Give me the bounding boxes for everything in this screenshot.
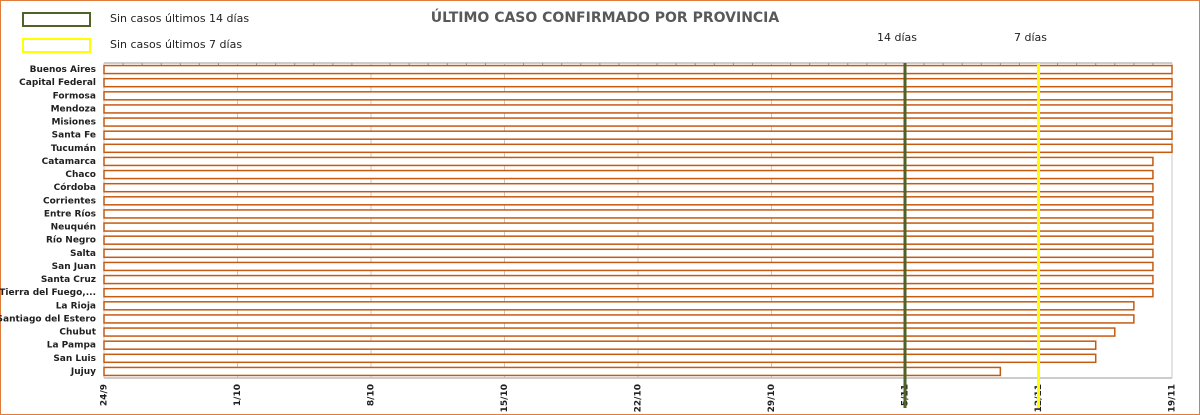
bar bbox=[103, 248, 1154, 259]
bar bbox=[103, 222, 1154, 232]
y-tick-label: Catamarca bbox=[42, 157, 96, 167]
bar bbox=[103, 353, 1097, 364]
bar bbox=[103, 235, 1154, 245]
bar bbox=[103, 104, 1173, 114]
bar bbox=[103, 117, 1173, 127]
y-tick-label: Corrientes bbox=[43, 196, 96, 206]
y-tick-label: Chaco bbox=[65, 170, 96, 180]
bar bbox=[103, 64, 1173, 75]
y-tick-label: Río Negro bbox=[46, 236, 96, 246]
bar bbox=[103, 287, 1154, 298]
y-tick-label: Neuquén bbox=[51, 222, 96, 233]
y-tick-label: San Luis bbox=[53, 354, 96, 364]
x-tick-label: 19/11 bbox=[1168, 384, 1178, 412]
y-tick-label: Santa Fe bbox=[52, 131, 96, 141]
y-tick-label: Formosa bbox=[53, 91, 96, 101]
y-tick-label: Capital Federal bbox=[19, 78, 96, 88]
bar bbox=[103, 196, 1154, 206]
legend-swatch bbox=[22, 12, 91, 27]
y-tick-label: Buenos Aires bbox=[30, 65, 96, 75]
y-tick-label: Santa Cruz bbox=[41, 275, 96, 285]
bar bbox=[103, 274, 1154, 285]
chart-title: ÚLTIMO CASO CONFIRMADO POR PROVINCIA bbox=[431, 8, 780, 26]
y-tick-label: La Rioja bbox=[56, 301, 96, 311]
legend-label: Sin casos últimos 7 días bbox=[110, 38, 242, 51]
legend-label: Sin casos últimos 14 días bbox=[110, 12, 249, 25]
x-tick-label: 29/10 bbox=[767, 384, 777, 412]
bar bbox=[103, 301, 1135, 311]
y-tick-label: Córdoba bbox=[54, 182, 96, 193]
bar bbox=[103, 182, 1154, 193]
y-tick-label: Santiago del Estero bbox=[0, 314, 96, 324]
y-tick-label: Tierra del Fuego,... bbox=[0, 288, 96, 298]
y-tick-label: Jujuy bbox=[70, 367, 96, 377]
legend-swatch bbox=[22, 38, 91, 53]
bar bbox=[103, 327, 1116, 337]
x-tick-label: 1/10 bbox=[233, 384, 243, 406]
reference-label: 7 días bbox=[1014, 31, 1047, 44]
x-tick-label: 24/9 bbox=[100, 384, 110, 406]
bar bbox=[103, 130, 1173, 140]
bar bbox=[103, 91, 1173, 101]
y-tick-label: La Pampa bbox=[47, 341, 96, 351]
y-tick-label: Chubut bbox=[59, 328, 96, 338]
bar bbox=[103, 77, 1173, 88]
y-tick-label: Entre Ríos bbox=[44, 209, 96, 219]
y-tick-label: Mendoza bbox=[51, 104, 96, 114]
bar bbox=[103, 209, 1154, 219]
y-tick-label: Misiones bbox=[51, 118, 96, 128]
bar bbox=[103, 143, 1173, 154]
bar bbox=[103, 156, 1154, 167]
bar bbox=[103, 366, 1002, 377]
bar bbox=[103, 169, 1154, 180]
bar bbox=[103, 340, 1097, 350]
x-tick-label: 8/10 bbox=[367, 384, 377, 406]
y-tick-label: Tucumán bbox=[51, 144, 96, 154]
bar bbox=[103, 314, 1135, 324]
bar bbox=[103, 261, 1154, 272]
y-tick-label: San Juan bbox=[52, 262, 96, 272]
x-tick-label: 15/10 bbox=[500, 384, 510, 412]
reference-label: 14 días bbox=[877, 31, 917, 44]
y-tick-label: Salta bbox=[70, 249, 96, 259]
x-tick-label: 22/10 bbox=[634, 384, 644, 412]
